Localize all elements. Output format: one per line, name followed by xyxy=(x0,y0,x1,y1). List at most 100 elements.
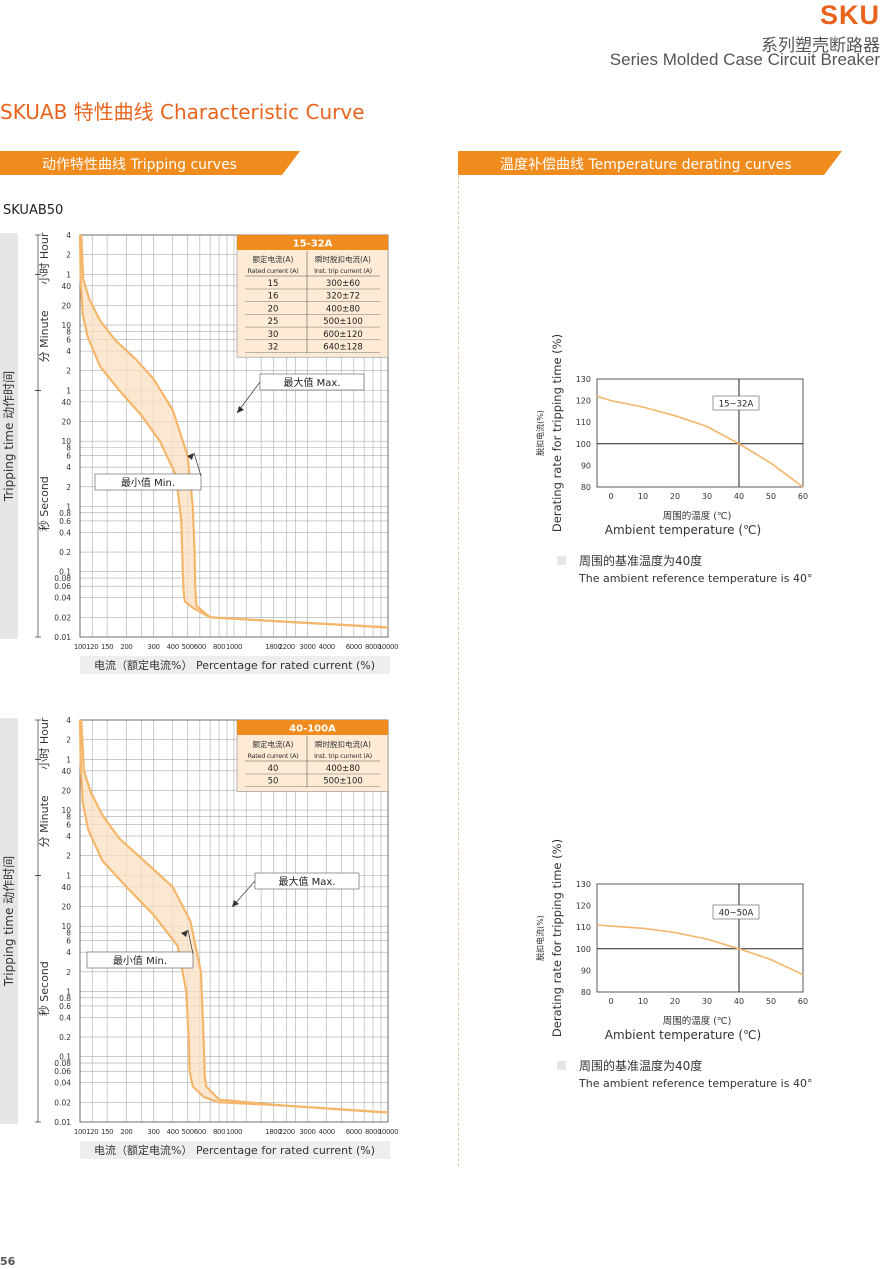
temp-x-tick: 20 xyxy=(670,492,680,501)
x-tick-label: 8000 xyxy=(365,1128,381,1136)
y-tick-label: 2 xyxy=(66,251,71,260)
x-tick-label: 800 xyxy=(213,643,225,651)
y-tick-label: 0.02 xyxy=(54,1098,71,1107)
plot-frame xyxy=(79,719,389,1123)
x-tick-label: 6000 xyxy=(346,643,362,651)
temp-legend: 40~50A xyxy=(719,909,754,919)
y-tick-label: 1 xyxy=(66,386,71,395)
rating-table-cell: 600±120 xyxy=(323,330,363,340)
temp-x-tick: 50 xyxy=(766,492,776,501)
trip-chart-2-svg: 42140201086421402010864210.80.60.40.20.1… xyxy=(0,716,399,1159)
y-axis-gutter xyxy=(0,718,18,1124)
x-tick-label: 120 xyxy=(86,1128,98,1136)
temp-y-label-cn: 脱扣电流(%) xyxy=(535,915,545,961)
y-tick-label: 20 xyxy=(61,903,71,912)
rating-table-cell: 16 xyxy=(268,292,279,302)
y-tick-label: 0.04 xyxy=(54,594,71,603)
rating-table-header-en: Inst. trip current (A) xyxy=(314,752,372,760)
y-tick-label: 0.4 xyxy=(59,528,71,537)
y-tick-label: 0.8 xyxy=(59,509,71,518)
min-label-box xyxy=(86,951,194,969)
temp-y-tick: 110 xyxy=(576,418,591,427)
temp-y-tick: 120 xyxy=(576,397,591,406)
model-label: SKUAB50 xyxy=(3,203,64,218)
y-tick-label: 20 xyxy=(61,786,71,795)
rating-table-title-bar xyxy=(237,235,388,250)
rating-table xyxy=(236,234,389,358)
y-tick-label: 40 xyxy=(61,282,71,291)
y-tick-label: 6 xyxy=(66,937,71,946)
rating-table-title: 40-100A xyxy=(289,724,336,735)
y-tick-label: 8 xyxy=(66,928,71,937)
temperature-section-banner: 温度补偿曲线 Temperature derating curves xyxy=(458,151,842,175)
temp-x-tick: 20 xyxy=(670,997,680,1006)
note-bullet xyxy=(557,556,566,565)
temp-note-cn: 周围的基准温度为40度 xyxy=(579,553,702,568)
temp-plot-frame xyxy=(596,378,804,488)
temp-x-label-en: Ambient temperature (℃) xyxy=(605,1028,761,1042)
derating-curve xyxy=(596,395,804,488)
rating-table-cell: 25 xyxy=(268,317,279,327)
temp-y-tick: 90 xyxy=(581,966,591,975)
rating-table-cell: 32 xyxy=(268,343,279,353)
y-tick-label: 0.08 xyxy=(54,574,71,583)
temp-x-label-en: Ambient temperature (℃) xyxy=(605,523,761,537)
y-tick-label: 1 xyxy=(66,871,71,880)
page-number: 56 xyxy=(0,1255,16,1268)
x-tick-label: 600 xyxy=(194,1128,206,1136)
temp-x-tick: 0 xyxy=(608,997,613,1006)
y-tick-label: 0.04 xyxy=(54,1079,71,1088)
y-tick-label: 0.1 xyxy=(59,1053,71,1062)
temp-x-tick: 60 xyxy=(798,492,808,501)
rating-table-cell: 400±80 xyxy=(326,764,360,774)
temp-x-tick: 30 xyxy=(702,997,712,1006)
derating-curve xyxy=(596,924,804,976)
x-tick-label: 120 xyxy=(86,643,98,651)
min-label: 最小值 Min. xyxy=(121,476,175,489)
y-tick-label: 40 xyxy=(61,883,71,892)
y-tick-label: 40 xyxy=(61,767,71,776)
rating-table-cell: 15 xyxy=(268,279,279,289)
rating-table-title-bar xyxy=(237,720,388,735)
rating-table-cell: 300±60 xyxy=(326,279,360,289)
rating-table-header: 额定电流(A) xyxy=(253,739,294,749)
y-tick-label: 10 xyxy=(61,437,71,446)
rating-table-cell: 40 xyxy=(268,764,279,774)
rating-table-header-en: Rated current (A) xyxy=(247,752,298,760)
x-tick-label: 150 xyxy=(101,643,113,651)
y-tick-label: 20 xyxy=(61,301,71,310)
y-tick-label: 4 xyxy=(66,832,71,841)
y-tick-label: 2 xyxy=(66,852,71,861)
y-axis-title: Tripping time 动作时间 xyxy=(2,856,16,987)
y-tick-label: 0.2 xyxy=(59,1033,71,1042)
x-tick-label: 10000 xyxy=(378,643,398,651)
rating-table-cell: 20 xyxy=(268,304,279,314)
temp-x-tick: 50 xyxy=(766,997,776,1006)
max-curve xyxy=(80,234,389,629)
y-tick-label: 8 xyxy=(66,327,71,336)
y-tick-label: 4 xyxy=(66,463,71,472)
x-tick-label: 2200 xyxy=(279,1128,295,1136)
y-tick-label: 4 xyxy=(66,716,71,725)
y-tick-label: 20 xyxy=(61,418,71,427)
x-tick-label: 2200 xyxy=(279,643,295,651)
y-tick-label: 10 xyxy=(61,806,71,815)
hour-label: 小时 Hour xyxy=(38,232,51,284)
y-tick-label: 0.02 xyxy=(54,613,71,622)
temp-x-tick: 40 xyxy=(734,492,744,501)
x-tick-label: 1800 xyxy=(265,1128,281,1136)
x-tick-label: 10000 xyxy=(378,1128,398,1136)
x-tick-label: 500 xyxy=(182,1128,194,1136)
hour-label: 小时 Hour xyxy=(38,717,51,769)
rating-table-header: 瞬时脱扣电流(A) xyxy=(315,254,371,264)
y-tick-label: 4 xyxy=(66,948,71,957)
second-label: 秒 Second xyxy=(37,961,51,1016)
max-label: 最大值 Max. xyxy=(283,376,340,389)
temp-legend-box xyxy=(712,904,760,920)
x-tick-label: 3000 xyxy=(299,1128,315,1136)
temp-y-tick: 80 xyxy=(581,483,591,492)
y-tick-label: 4 xyxy=(66,231,71,240)
temp-y-tick: 120 xyxy=(576,902,591,911)
rating-table-header: 瞬时脱扣电流(A) xyxy=(315,739,371,749)
trip-chart-1: 4 2 1 40 20 10 8 6 4 2 1 40 20 10 8 6 4 2 1 0.8 0.6 0.4 0.2 0.1… xyxy=(0,225,400,685)
